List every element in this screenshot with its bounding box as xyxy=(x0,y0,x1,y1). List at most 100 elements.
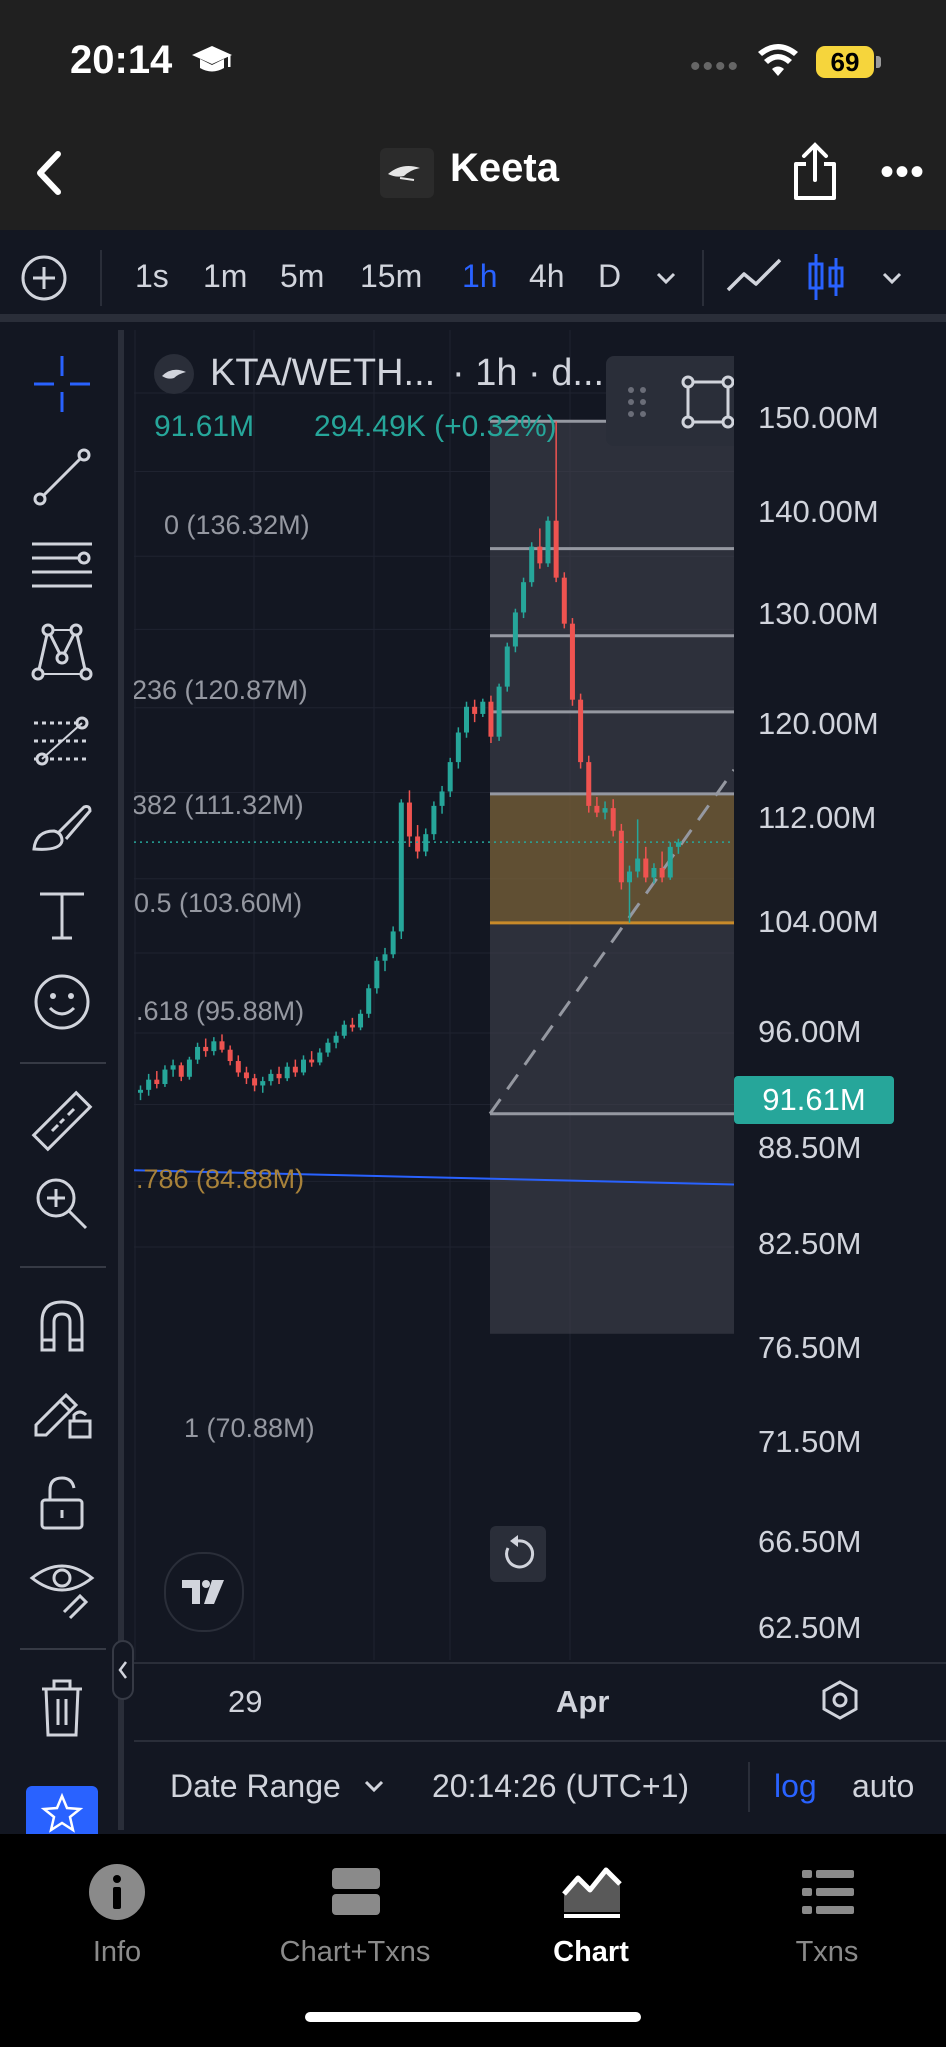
timeframe-1s[interactable]: 1s xyxy=(135,258,169,294)
split-view-icon xyxy=(330,1866,382,1918)
price-label: 71.50M xyxy=(758,1424,862,1459)
nav-label: Txns xyxy=(795,1936,859,1968)
fib-label-382: 382 (111.32M) xyxy=(134,790,304,820)
share-icon[interactable] xyxy=(790,142,840,204)
timeframe-dropdown-icon[interactable] xyxy=(652,268,680,288)
timeframe-d[interactable]: D xyxy=(598,258,622,294)
brush-icon[interactable] xyxy=(28,795,96,863)
price-chart[interactable]: KTA/WETH... · 1h · d... 91.61M 294.49K (… xyxy=(134,330,734,1660)
candle-body xyxy=(439,791,445,806)
lock-drawing-icon[interactable] xyxy=(28,1375,96,1443)
candle-body xyxy=(496,686,502,737)
price-label: 88.50M xyxy=(758,1130,862,1165)
candle-chart-type-icon[interactable] xyxy=(806,250,846,304)
candle-body xyxy=(618,830,624,883)
horizontal-lines-icon[interactable] xyxy=(28,530,96,598)
price-label: 62.50M xyxy=(758,1610,862,1645)
fib-label-0.618: .618 (95.88M) xyxy=(136,996,305,1026)
reset-chart-icon[interactable] xyxy=(490,1526,546,1582)
auto-scale-toggle[interactable]: auto xyxy=(852,1768,915,1804)
candle-body xyxy=(358,1013,364,1028)
toolbar-divider xyxy=(100,250,102,306)
current-price-label: 91.61M xyxy=(734,1076,894,1124)
crosshair-icon[interactable] xyxy=(28,350,96,418)
more-options-icon[interactable]: ••• xyxy=(880,150,926,194)
token-logo-icon xyxy=(380,148,434,198)
candle-body xyxy=(512,612,518,647)
trash-icon[interactable] xyxy=(28,1673,96,1741)
candle-body xyxy=(423,834,429,852)
candle-body xyxy=(235,1061,241,1073)
fib-label-236: 236 (120.87M) xyxy=(134,675,308,705)
rectangle-select-icon[interactable] xyxy=(680,374,734,430)
magnet-icon[interactable] xyxy=(28,1290,96,1358)
forecast-icon[interactable] xyxy=(28,707,96,775)
timeframe-toolbar xyxy=(0,230,946,322)
ruler-icon[interactable] xyxy=(28,1087,96,1155)
chevron-down-icon[interactable] xyxy=(362,1776,386,1796)
candle-body xyxy=(178,1065,184,1077)
legend-price: 91.61M xyxy=(154,410,255,443)
chart-bottom-bar: Date Range 20:14:26 (UTC+1) log auto xyxy=(134,1740,946,1834)
price-label: 96.00M xyxy=(758,1014,862,1049)
favorites-star-icon[interactable] xyxy=(26,1786,98,1834)
candle-body xyxy=(472,706,478,714)
chart-settings-icon[interactable] xyxy=(818,1678,862,1722)
time-axis[interactable]: 29 Apr xyxy=(134,1662,946,1740)
zoom-in-icon[interactable] xyxy=(28,1170,96,1238)
page-title: Keeta xyxy=(450,146,559,190)
candle-body xyxy=(431,805,437,835)
fib-label-1: 1 (70.88M) xyxy=(184,1413,315,1443)
candle-body xyxy=(545,520,551,564)
candle-body xyxy=(211,1041,217,1052)
price-label: 120.00M xyxy=(758,706,879,741)
pattern-icon[interactable] xyxy=(28,618,96,686)
price-label: 130.00M xyxy=(758,596,879,631)
candle-body xyxy=(170,1065,176,1070)
timeframe-1m[interactable]: 1m xyxy=(203,258,248,294)
current-timestamp[interactable]: 20:14:26 (UTC+1) xyxy=(432,1768,690,1804)
candle-body xyxy=(268,1073,274,1082)
drawing-toolbar xyxy=(606,356,734,446)
candle-body xyxy=(366,988,372,1014)
trend-line-drawing xyxy=(488,768,734,1115)
drag-handle-icon[interactable] xyxy=(622,382,652,422)
candle-body xyxy=(635,858,641,872)
unlock-icon[interactable] xyxy=(28,1468,96,1536)
candle-body xyxy=(415,836,421,852)
candle-body xyxy=(529,546,535,583)
emoji-icon[interactable] xyxy=(28,968,96,1036)
candle-body xyxy=(480,701,486,714)
timeframe-1h[interactable]: 1h xyxy=(462,258,498,294)
trend-line-icon[interactable] xyxy=(28,443,96,511)
eye-icon[interactable] xyxy=(28,1552,96,1620)
text-tool-icon[interactable] xyxy=(28,880,96,948)
candle-body xyxy=(488,701,494,737)
date-range-button[interactable]: Date Range xyxy=(170,1768,341,1804)
legend-symbol[interactable]: KTA/WETH... xyxy=(210,352,436,394)
tradingview-logo-icon[interactable] xyxy=(164,1552,244,1632)
candle-body xyxy=(284,1066,290,1079)
line-chart-type-icon[interactable] xyxy=(724,252,784,300)
timeframe-4h[interactable]: 4h xyxy=(529,258,565,294)
timeframe-5m[interactable]: 5m xyxy=(280,258,325,294)
app-header xyxy=(0,120,946,230)
candle-body xyxy=(301,1059,306,1073)
candle-body xyxy=(651,867,657,878)
legend-change: 294.49K (+0.32%) xyxy=(314,410,557,443)
add-indicator-icon[interactable] xyxy=(20,254,68,302)
graduation-cap-icon xyxy=(190,42,234,87)
candle-body xyxy=(667,846,673,878)
price-label: 112.00M xyxy=(758,800,877,835)
chart-type-dropdown-icon[interactable] xyxy=(878,268,906,288)
battery-indicator: 69 xyxy=(816,46,874,78)
collapse-sidebar-icon[interactable] xyxy=(112,1640,134,1700)
back-chevron-icon[interactable] xyxy=(30,148,70,198)
timeframe-15m[interactable]: 15m xyxy=(360,258,423,294)
log-scale-toggle[interactable]: log xyxy=(774,1768,817,1804)
candle-body xyxy=(659,867,665,878)
candle-body xyxy=(561,577,567,624)
moving-average-line xyxy=(134,1169,734,1186)
candle-body xyxy=(292,1066,298,1073)
price-axis[interactable]: 150.00M 140.00M 130.00M 120.00M 112.00M … xyxy=(734,330,946,1660)
